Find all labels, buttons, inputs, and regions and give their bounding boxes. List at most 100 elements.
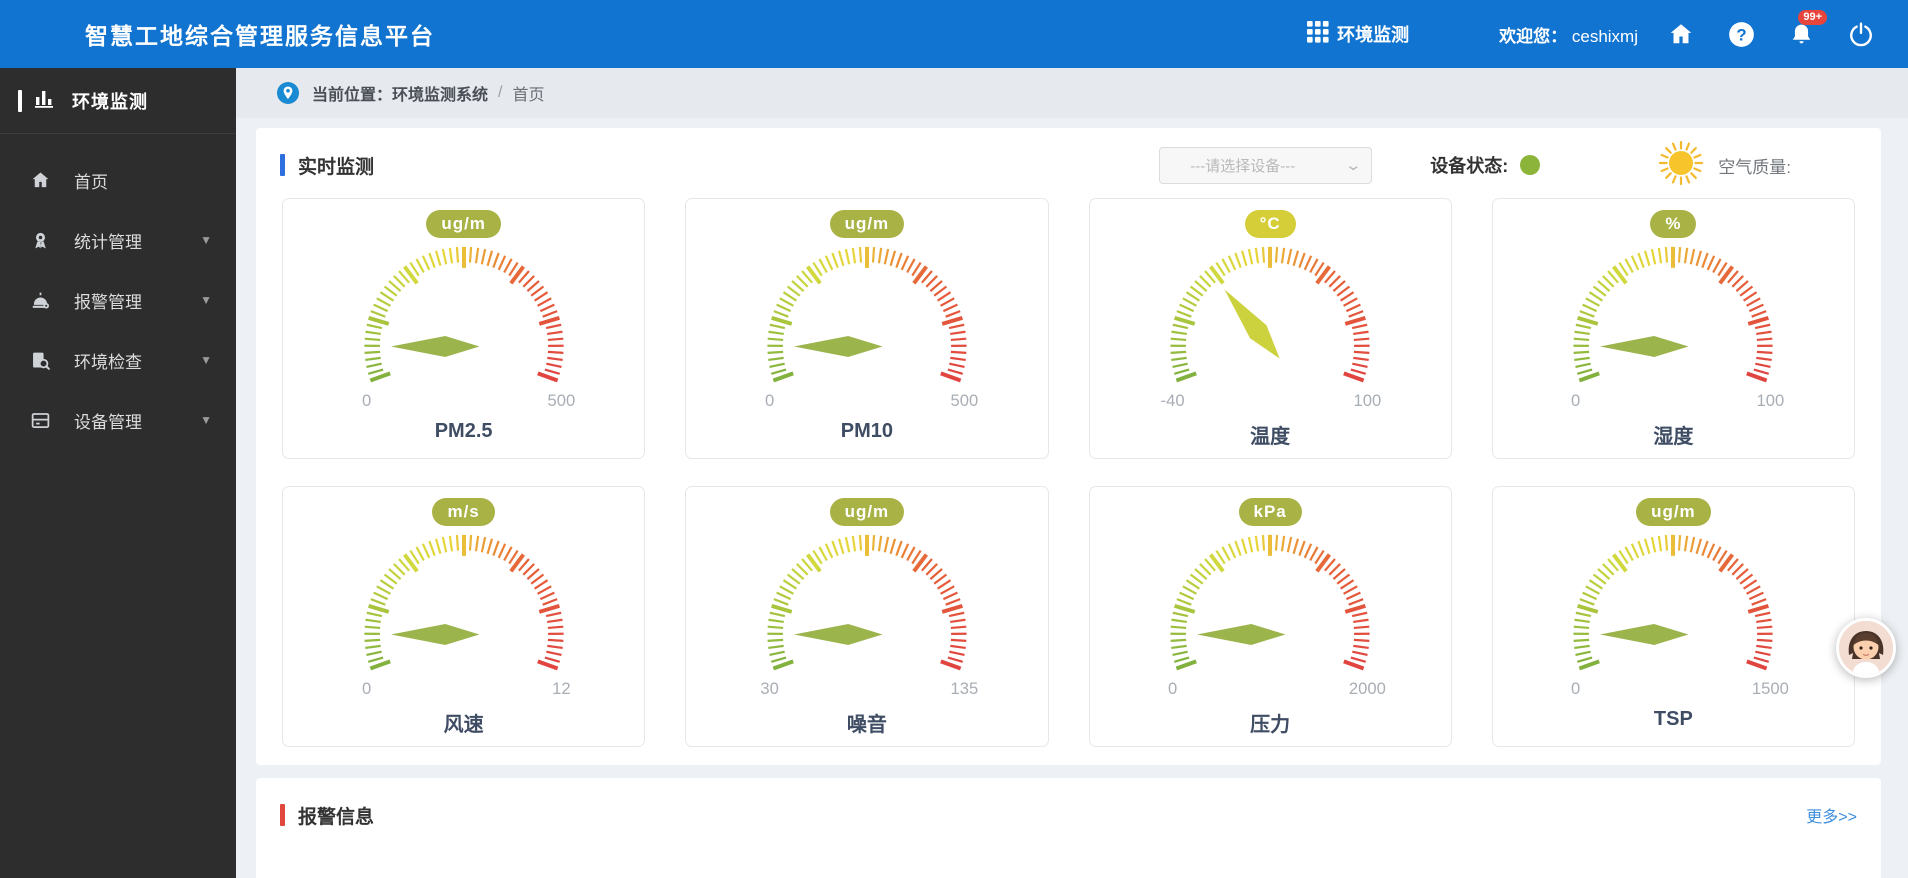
svg-text:0: 0	[362, 679, 371, 698]
home-icon	[30, 170, 52, 190]
gauge-title: PM2.5	[434, 420, 493, 443]
breadcrumb-separator: /	[498, 84, 503, 101]
gauge-card-PM2.5: ug/m 0 500 PM2.5	[282, 198, 646, 459]
gauge-card-压力: kPa 0 2000 压力	[1088, 486, 1452, 747]
gauge-chart: 0 1500	[1571, 534, 1789, 698]
air-quality: 空气质量:	[1658, 140, 1791, 191]
gauge-chart: 0 12	[362, 534, 570, 698]
module-switcher[interactable]: 环境监测	[1307, 20, 1410, 48]
gauge-title: 温度	[1250, 426, 1291, 449]
gauge-chart: 0 500	[362, 246, 575, 410]
module-label: 环境监测	[1337, 25, 1410, 45]
gauge-chart: 0 500	[765, 246, 978, 410]
alarm-section-title: 报警信息	[280, 802, 374, 829]
stats-icon	[30, 230, 52, 251]
content: 实时监测 ---请选择设备--- ⌄ 设备状态:	[236, 118, 1908, 878]
realtime-section-title: 实时监测	[280, 152, 374, 179]
alarm-icon	[30, 290, 52, 311]
gauge-chart: 0 100	[1571, 246, 1785, 410]
svg-text:12: 12	[552, 679, 570, 698]
svg-text:100: 100	[1354, 391, 1382, 410]
brand-label: 环境监测	[72, 91, 148, 112]
section-accent-bar	[280, 804, 285, 826]
svg-text:2000: 2000	[1349, 679, 1386, 698]
gauge-card-温度: °C -40 100 温度	[1088, 198, 1452, 459]
alarm-panel: 报警信息 更多>>	[256, 778, 1881, 878]
grid-icon	[1307, 20, 1329, 48]
gauge-unit-badge: ug/m	[829, 210, 905, 238]
gauge-unit-badge: kPa	[1238, 498, 1302, 526]
gauge-card-湿度: % 0 100 湿度	[1491, 198, 1855, 459]
chevron-icon: ▼	[200, 353, 212, 367]
sidebar-item-4[interactable]: 设备管理 ▼	[0, 390, 236, 450]
realtime-panel: 实时监测 ---请选择设备--- ⌄ 设备状态:	[256, 128, 1881, 765]
gauge-title: 湿度	[1653, 426, 1694, 449]
sun-icon	[1658, 140, 1704, 191]
welcome-label: 欢迎您：	[1499, 26, 1568, 46]
breadcrumb-prefix: 当前位置：	[312, 87, 393, 104]
sidebar-item-label: 设备管理	[74, 412, 142, 432]
app-title: 智慧工地综合管理服务信息平台	[85, 23, 435, 49]
sidebar-item-0[interactable]: 首页	[0, 150, 236, 210]
device-status-label: 设备状态:	[1430, 156, 1509, 176]
chevron-icon: ▼	[200, 293, 212, 307]
notification-bell-icon[interactable]: 99+	[1784, 10, 1827, 51]
gauge-title: TSP	[1653, 708, 1693, 731]
sidebar-item-label: 首页	[74, 172, 108, 192]
gauge-unit-badge: ug/m	[829, 498, 905, 526]
alarm-more-link[interactable]: 更多>>	[1806, 809, 1857, 826]
chevron-icon: ▼	[200, 413, 212, 427]
top-bar-actions: 环境监测 欢迎您： ceshixmj ? 99+	[1307, 10, 1878, 51]
device-select-placeholder: ---请选择设备---	[1190, 157, 1296, 175]
gauge-card-TSP: ug/m 0 1500 TSP	[1491, 486, 1855, 747]
svg-text:0: 0	[362, 391, 371, 410]
breadcrumb-system[interactable]: 环境监测系统	[392, 87, 489, 104]
chevron-down-icon: ⌄	[1344, 157, 1362, 174]
sidebar-item-1[interactable]: 统计管理 ▼	[0, 210, 236, 270]
gauge-chart: -40 100	[1161, 246, 1382, 410]
svg-text:0: 0	[1571, 391, 1580, 410]
svg-text:?: ?	[1736, 25, 1746, 44]
gauge-grid: ug/m 0 500 PM2.5 ug/m 0 500 PM10 °C -40 100 温度% 0 100…	[280, 198, 1857, 747]
main-area: 当前位置： 环境监测系统 / 首页 实时监测 ---请选择设备--- ⌄	[236, 68, 1908, 878]
svg-text:0: 0	[765, 391, 774, 410]
svg-text:-40: -40	[1161, 391, 1185, 410]
gauge-unit-badge: m/s	[432, 498, 495, 526]
section-accent-bar	[280, 154, 285, 176]
top-bar: 智慧工地综合管理服务信息平台 环境监测 欢迎您： ceshixmj ?	[0, 0, 1908, 68]
chevron-icon: ▼	[200, 233, 212, 247]
device-select[interactable]: ---请选择设备--- ⌄	[1159, 146, 1373, 184]
inspect-icon	[30, 350, 52, 371]
gauge-card-PM10: ug/m 0 500 PM10	[685, 198, 1049, 459]
assistant-avatar[interactable]	[1836, 618, 1896, 678]
sidebar-menu: 首页统计管理 ▼ 报警管理 ▼ 环境检查 ▼ 设备管理 ▼	[0, 150, 236, 450]
svg-text:0: 0	[1168, 679, 1177, 698]
gauge-unit-badge: %	[1650, 210, 1697, 238]
sidebar-item-label: 报警管理	[74, 292, 142, 312]
sidebar-item-2[interactable]: 报警管理 ▼	[0, 270, 236, 330]
svg-text:500: 500	[547, 391, 575, 410]
gauge-chart: 30 135	[760, 534, 978, 698]
svg-text:100: 100	[1757, 391, 1785, 410]
gauge-card-噪音: ug/m 30 135 噪音	[685, 486, 1049, 747]
help-icon[interactable]: ?	[1724, 17, 1758, 51]
device-status: 设备状态:	[1430, 152, 1541, 178]
gauge-title: 压力	[1250, 714, 1291, 737]
device-status-indicator	[1520, 155, 1541, 175]
gauge-title: 噪音	[846, 714, 887, 737]
sidebar-item-label: 环境检查	[74, 352, 142, 372]
sidebar: 环境监测 首页统计管理 ▼ 报警管理 ▼ 环境检查 ▼ 设备管理 ▼	[0, 68, 236, 878]
air-quality-label: 空气质量:	[1718, 157, 1791, 177]
gauge-card-风速: m/s 0 12 风速	[282, 486, 646, 747]
sidebar-item-label: 统计管理	[74, 232, 142, 252]
location-pin-icon	[276, 81, 300, 105]
gauge-unit-badge: ug/m	[1636, 498, 1711, 526]
sidebar-brand[interactable]: 环境监测	[0, 68, 236, 134]
home-button[interactable]	[1664, 17, 1698, 51]
logout-power-icon[interactable]	[1844, 17, 1878, 51]
gauge-title: PM10	[840, 420, 893, 443]
breadcrumb-page[interactable]: 首页	[512, 87, 545, 104]
sidebar-item-3[interactable]: 环境检查 ▼	[0, 330, 236, 390]
brand-accent-bar	[18, 89, 22, 112]
notification-badge: 99+	[1798, 10, 1827, 25]
